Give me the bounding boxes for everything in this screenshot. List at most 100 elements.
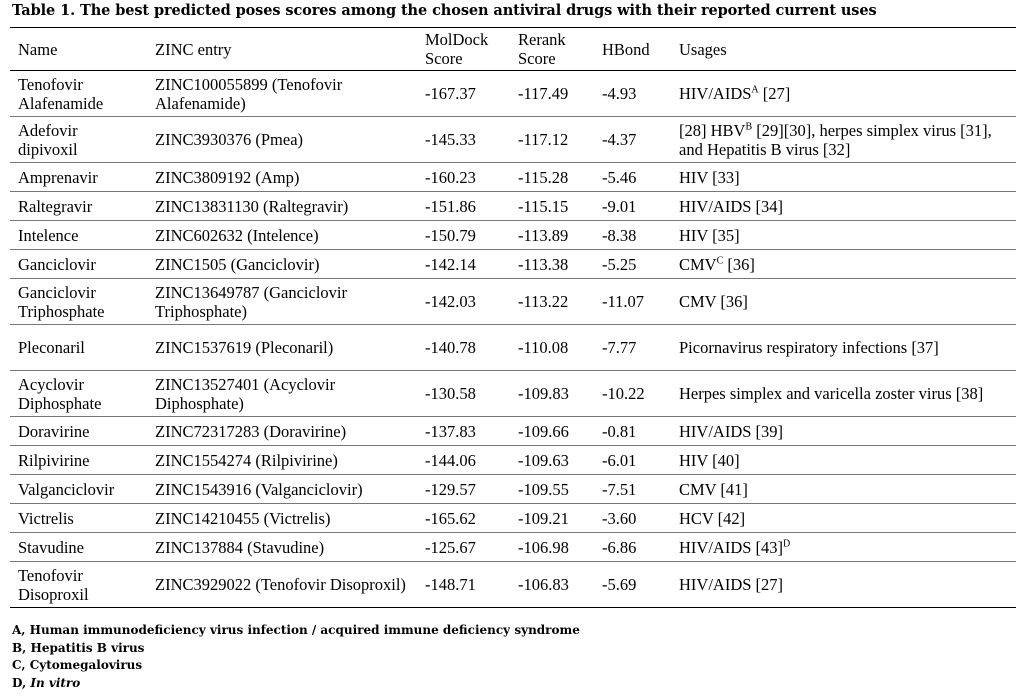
cell-hbond: -7.51 xyxy=(602,479,637,499)
cell-name: Tenofovir Disoproxil xyxy=(18,565,89,604)
cell-name: Victrelis xyxy=(18,508,74,528)
header-rerank-score: Rerank Score xyxy=(518,30,566,68)
cell-moldock: -129.57 xyxy=(425,479,476,499)
table-row: Rilpivirine ZINC1554274 (Rilpivirine) -1… xyxy=(10,446,1016,475)
header-moldock-score: MolDock Score xyxy=(425,30,489,68)
cell-hbond: -5.69 xyxy=(602,575,637,594)
cell-rerank: -106.98 xyxy=(518,537,569,557)
cell-usage: HIV/AIDS [27] xyxy=(679,575,784,594)
table-row: Tenofovir Disoproxil ZINC3929022 (Tenofo… xyxy=(10,562,1016,608)
cell-usage: Herpes simplex and varicella zoster viru… xyxy=(679,384,984,403)
table-row: Victrelis ZINC14210455 (Victrelis) -165.… xyxy=(10,504,1016,533)
cell-moldock: -140.78 xyxy=(425,338,476,357)
cell-usage: HIV [40] xyxy=(679,450,740,470)
cell-zinc: ZINC14210455 (Victrelis) xyxy=(155,508,331,528)
cell-zinc: ZINC602632 (Intelence) xyxy=(155,225,319,245)
cell-hbond: -6.86 xyxy=(602,537,637,557)
cell-hbond: -4.37 xyxy=(602,130,637,149)
cell-hbond: -6.01 xyxy=(602,450,637,470)
cell-name: Ganciclovir Triphosphate xyxy=(18,282,105,321)
footnote-marker: D xyxy=(783,538,791,549)
cell-rerank: -109.66 xyxy=(518,421,569,441)
cell-zinc: ZINC1537619 (Pleconaril) xyxy=(155,338,334,357)
cell-hbond: -4.93 xyxy=(602,84,637,103)
table-header-row: Name ZINC entry MolDock Score Rerank Sco… xyxy=(10,27,1016,71)
cell-moldock: -145.33 xyxy=(425,130,476,149)
cell-usage: HIV [33] xyxy=(679,167,740,187)
cell-usage: HIV [35] xyxy=(679,225,740,245)
footnote-c: C, Cytomegalovirus xyxy=(12,658,143,672)
cell-rerank: -110.08 xyxy=(518,338,569,357)
cell-hbond: -10.22 xyxy=(602,384,645,403)
cell-zinc: ZINC1505 (Ganciclovir) xyxy=(155,254,320,274)
table-row: Valganciclovir ZINC1543916 (Valganciclov… xyxy=(10,475,1016,504)
footnote-marker: A xyxy=(751,84,759,96)
cell-usage: HCV [42] xyxy=(679,508,746,528)
cell-hbond: -3.60 xyxy=(602,508,637,528)
cell-name: Pleconaril xyxy=(18,338,85,357)
cell-rerank: -109.83 xyxy=(518,384,569,403)
table-footnotes: A, Human immunodeficiency virus infectio… xyxy=(12,622,580,692)
cell-moldock: -160.23 xyxy=(425,167,476,187)
cell-name: Intelence xyxy=(18,225,79,245)
table-row: Adefovir dipivoxil ZINC3930376 (Pmea) -1… xyxy=(10,117,1016,163)
cell-hbond: -0.81 xyxy=(602,421,637,441)
cell-rerank: -109.55 xyxy=(518,479,569,499)
cell-hbond: -9.01 xyxy=(602,196,637,216)
cell-moldock: -125.67 xyxy=(425,537,476,557)
table-row: Intelence ZINC602632 (Intelence) -150.79… xyxy=(10,221,1016,250)
cell-moldock: -142.03 xyxy=(425,292,476,311)
cell-zinc: ZINC13527401 (Acyclovir Diphosphate) xyxy=(155,374,336,413)
cell-zinc: ZINC13831130 (Raltegravir) xyxy=(155,196,349,216)
cell-hbond: -7.77 xyxy=(602,338,637,357)
cell-moldock: -150.79 xyxy=(425,225,476,245)
table-row: Tenofovir Alafenamide ZINC100055899 (Ten… xyxy=(10,71,1016,117)
cell-name: Rilpivirine xyxy=(18,450,90,470)
table-row: Acyclovir Diphosphate ZINC13527401 (Acyc… xyxy=(10,371,1016,417)
cell-name: Ganciclovir xyxy=(18,254,96,274)
cell-name: Valganciclovir xyxy=(18,479,115,499)
header-usages: Usages xyxy=(679,39,727,59)
cell-name: Doravirine xyxy=(18,421,90,441)
table-row: Ganciclovir ZINC1505 (Ganciclovir) -142.… xyxy=(10,250,1016,279)
cell-rerank: -117.12 xyxy=(518,130,569,149)
cell-rerank: -115.15 xyxy=(518,196,569,216)
cell-usage: CMV [36] xyxy=(679,292,748,311)
cell-usage: [28] HBVB [29][30], herpes simplex virus… xyxy=(679,120,992,159)
cell-hbond: -8.38 xyxy=(602,225,637,245)
cell-zinc: ZINC100055899 (Tenofovir Alafenamide) xyxy=(155,74,343,113)
cell-zinc: ZINC1543916 (Valganciclovir) xyxy=(155,479,363,499)
cell-zinc: ZINC3809192 (Amp) xyxy=(155,167,300,187)
cell-name: Amprenavir xyxy=(18,167,98,187)
cell-usage: HIV/AIDSA [27] xyxy=(679,84,791,103)
cell-name: Stavudine xyxy=(18,537,84,557)
cell-moldock: -130.58 xyxy=(425,384,476,403)
cell-hbond: -11.07 xyxy=(602,292,645,311)
cell-moldock: -167.37 xyxy=(425,84,476,103)
cell-rerank: -106.83 xyxy=(518,575,569,594)
cell-hbond: -5.46 xyxy=(602,167,637,187)
cell-zinc: ZINC1554274 (Rilpivirine) xyxy=(155,450,338,470)
table-row: Ganciclovir Triphosphate ZINC13649787 (G… xyxy=(10,279,1016,325)
cell-rerank: -109.21 xyxy=(518,508,569,528)
cell-zinc: ZINC3930376 (Pmea) xyxy=(155,130,304,149)
cell-moldock: -165.62 xyxy=(425,508,476,528)
table-row: Doravirine ZINC72317283 (Doravirine) -13… xyxy=(10,417,1016,446)
cell-moldock: -151.86 xyxy=(425,196,476,216)
cell-name: Raltegravir xyxy=(18,196,93,216)
header-zinc-entry: ZINC entry xyxy=(155,39,232,59)
footnote-b: B, Hepatitis B virus xyxy=(12,640,145,655)
cell-rerank: -113.89 xyxy=(518,225,569,245)
footnote-marker: C xyxy=(716,255,724,266)
cell-rerank: -109.63 xyxy=(518,450,569,470)
header-hbond: HBond xyxy=(602,39,650,59)
cell-rerank: -113.38 xyxy=(518,254,569,274)
footnote-marker: B xyxy=(745,121,753,132)
cell-usage: Picornavirus respiratory infections [37] xyxy=(679,338,939,357)
results-table: Name ZINC entry MolDock Score Rerank Sco… xyxy=(10,27,1016,608)
table-caption: Table 1. The best predicted poses scores… xyxy=(12,2,877,19)
table-row: Raltegravir ZINC13831130 (Raltegravir) -… xyxy=(10,192,1016,221)
footnote-a: A, Human immunodeficiency virus infectio… xyxy=(12,623,580,637)
cell-name: Acyclovir Diphosphate xyxy=(18,374,102,413)
